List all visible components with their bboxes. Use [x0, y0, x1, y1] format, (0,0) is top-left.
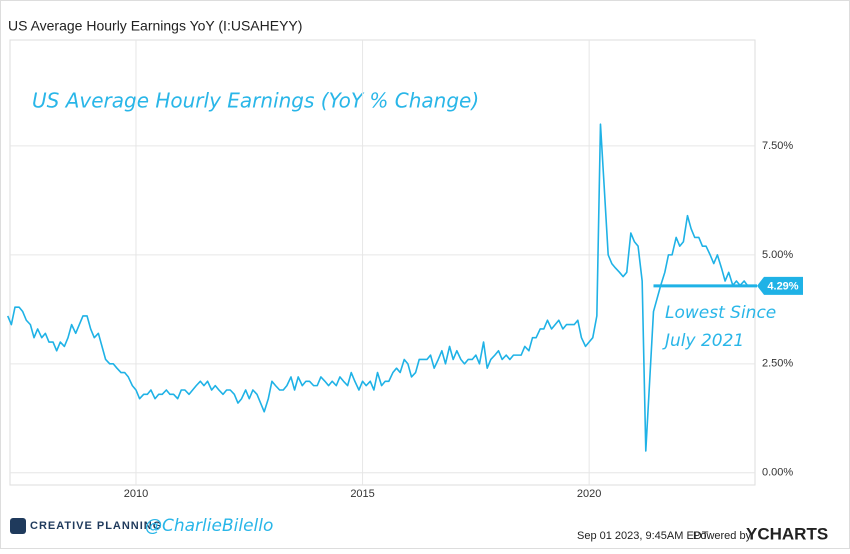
callout-line: Lowest Since [665, 303, 776, 323]
x-tick-label: 2020 [577, 488, 601, 500]
end-label-box [757, 276, 803, 295]
powered-by: Powered by [693, 530, 752, 542]
y-tick-label: 0.00% [762, 467, 793, 479]
x-tick-label: 2015 [350, 488, 374, 500]
x-tick-label: 2010 [124, 488, 148, 500]
y-tick-label: 7.50% [762, 140, 793, 152]
plot-area [9, 39, 756, 486]
line-series [6, 123, 749, 452]
chart-title: US Average Hourly Earnings YoY (I:USAHEY… [8, 18, 302, 34]
y-tick-label: 2.50% [762, 358, 793, 370]
provider: YCHARTS [746, 524, 828, 543]
callout-line: July 2021 [662, 331, 744, 351]
end-label: 4.29% [767, 281, 798, 293]
brand: CREATIVE PLANNING [30, 520, 162, 532]
annotation: US Average Hourly Earnings (YoY % Change… [32, 89, 479, 113]
y-tick-label: 5.00% [762, 249, 793, 261]
brand-logo [10, 518, 26, 534]
handle: @CharlieBilello [145, 516, 273, 536]
timestamp: Sep 01 2023, 9:45AM EDT. [577, 530, 710, 542]
